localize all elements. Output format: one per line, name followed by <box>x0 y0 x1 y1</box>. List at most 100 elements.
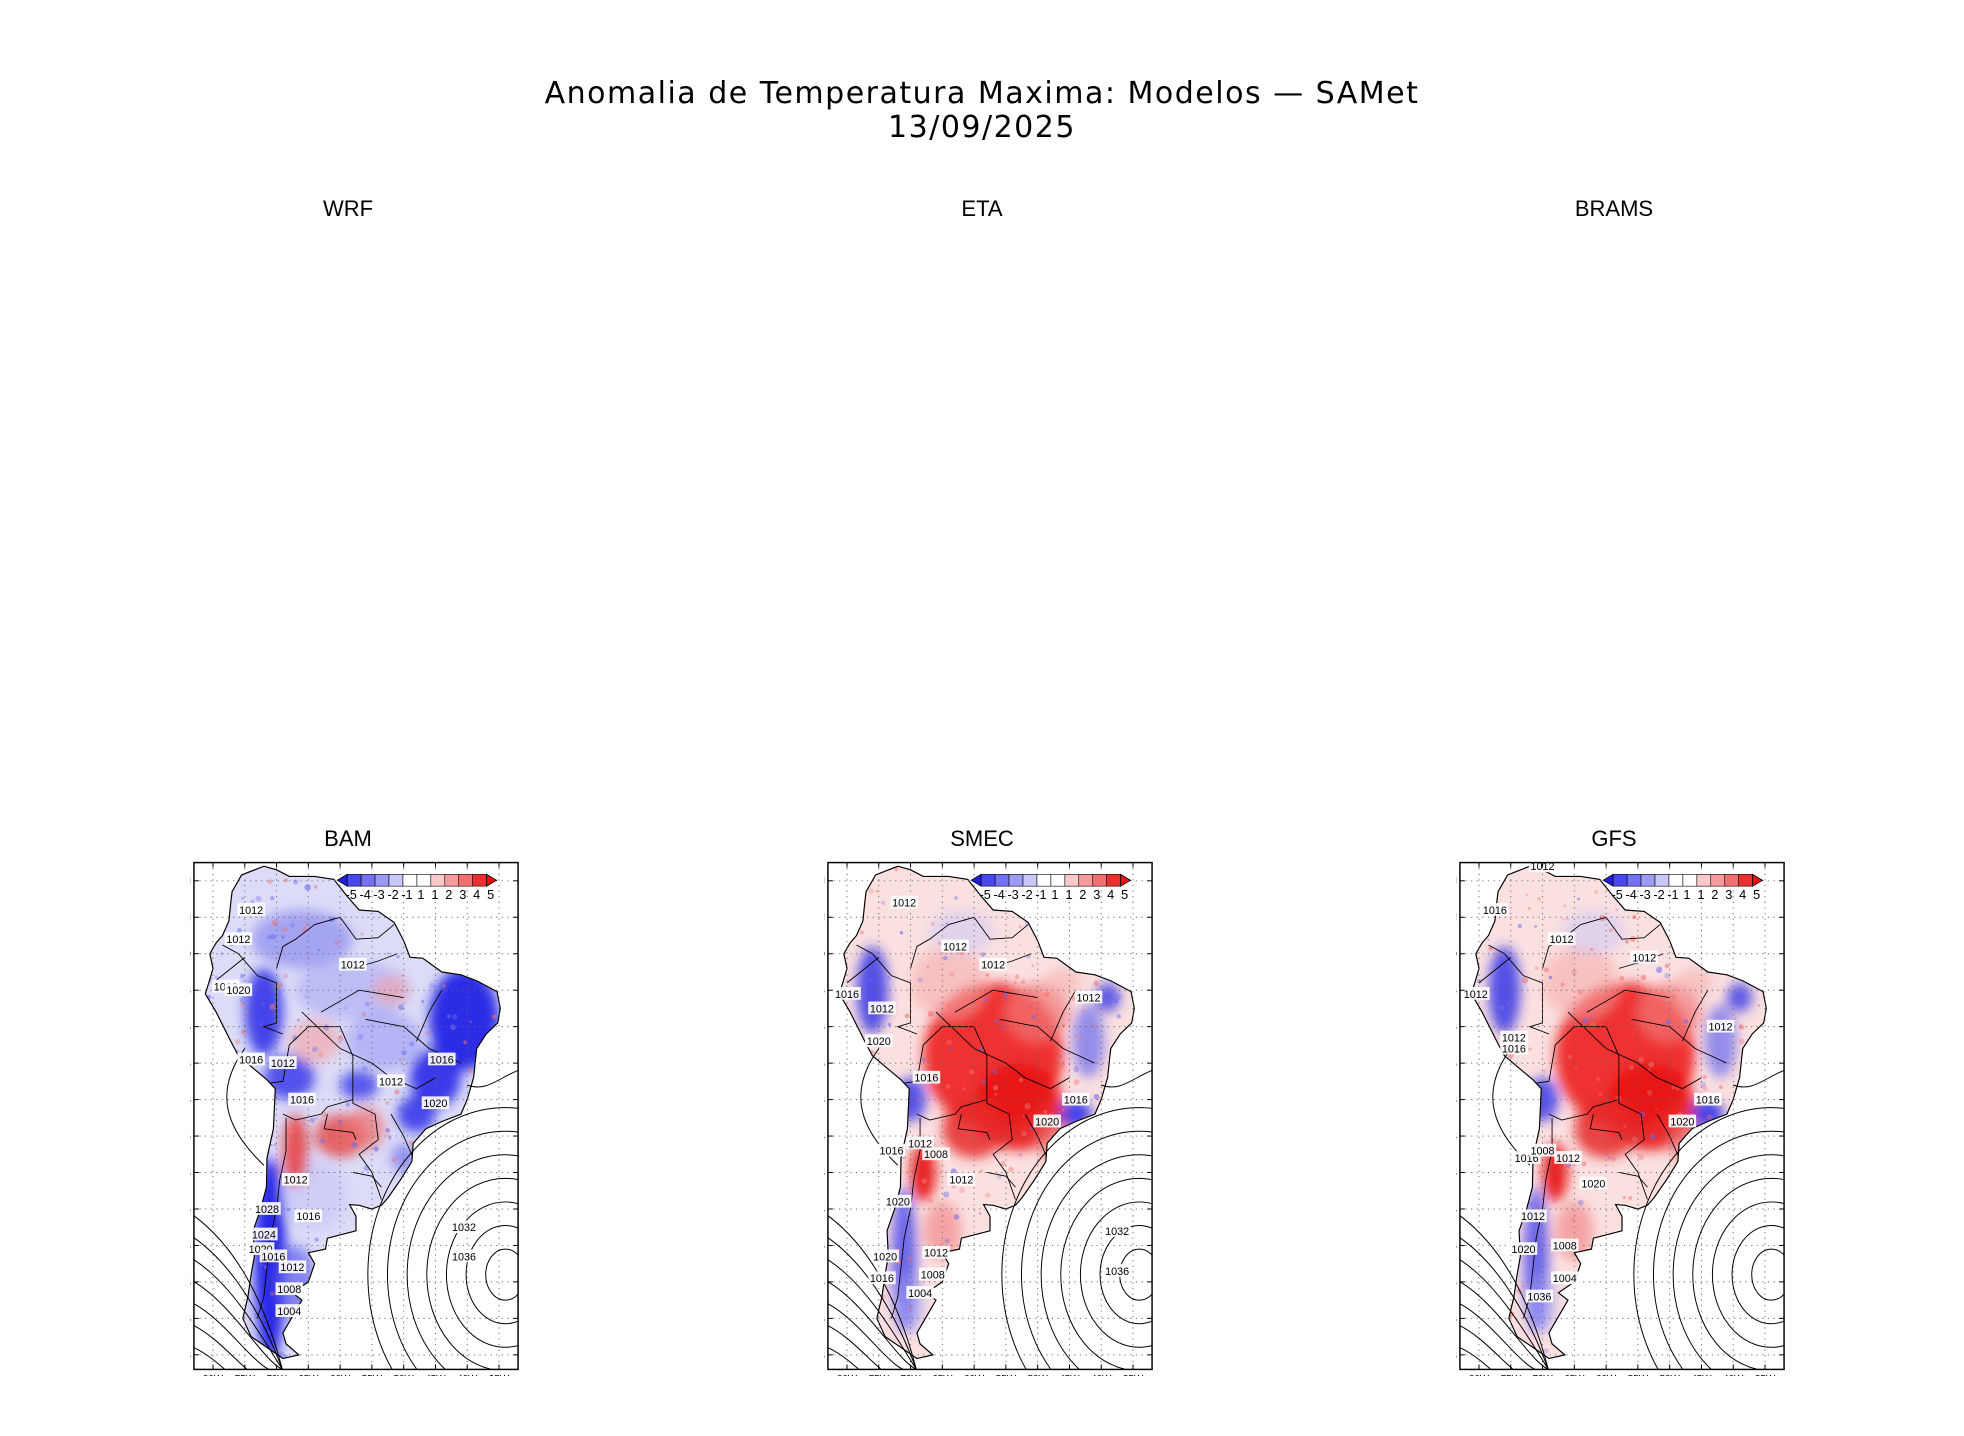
anomaly-patch <box>1637 982 1702 1042</box>
lat-tick-label: 35S <box>1456 1204 1457 1215</box>
lat-tick-label: 30S <box>1456 1168 1457 1179</box>
colorbar-swatch <box>388 874 404 887</box>
contour-label: 1032 <box>452 1222 476 1234</box>
colorbar-label: 5 <box>487 887 494 902</box>
anomaly-patch <box>1574 1099 1638 1158</box>
contour-label: 1016 <box>239 1054 263 1066</box>
contour-label: 1012 <box>981 960 1005 972</box>
contour-label: 1004 <box>277 1306 301 1318</box>
colorbar-swatch <box>1738 874 1753 887</box>
colorbar-label: 3 <box>1093 887 1100 902</box>
colorbar-label: 1 <box>1065 887 1072 902</box>
contour-label: 1008 <box>1553 1240 1577 1252</box>
pressure-contours <box>827 1048 1153 1370</box>
contour-label: 1016 <box>261 1251 285 1263</box>
colorbar-swatch <box>1710 874 1726 887</box>
map-panel-gfs: 1012 1016 1012 1012 1012 1012 1016 1012 1016 1020… <box>1456 856 1788 1376</box>
lat-tick-label: 45S <box>1456 1277 1457 1288</box>
colorbar-label: 2 <box>1711 887 1718 902</box>
lat-tick-label: 10S <box>190 1022 191 1033</box>
contour-label: 1020 <box>1581 1178 1605 1190</box>
colorbar-label: -3 <box>1639 887 1650 902</box>
colorbar-label: 1 <box>431 887 438 902</box>
colorbar-label: 4 <box>473 887 480 902</box>
contour-label: 1012 <box>1632 952 1656 964</box>
main-date: 13/09/2025 <box>888 110 1076 145</box>
contour-label: 1012 <box>239 905 263 917</box>
anomaly-patch <box>1529 1274 1556 1333</box>
contour-label: 1012 <box>1521 1211 1545 1223</box>
lat-tick-label: 5S <box>190 986 191 997</box>
map-svg: 1012101610121012101210121016101210161020… <box>1456 859 1785 1376</box>
contour-label: 1016 <box>1696 1095 1720 1107</box>
panel-title-wrf: WRF <box>322 196 374 221</box>
anomaly-field <box>839 866 1135 1359</box>
anomaly-patch <box>1044 968 1083 998</box>
map-title-gfs: GFS <box>1591 826 1637 851</box>
colorbar-label: -3 <box>1007 887 1018 902</box>
colorbar-arrow-right <box>1752 873 1764 887</box>
lon-tick-label: 75W <box>869 1374 890 1376</box>
lat-tick-label: 15S <box>1456 1059 1457 1070</box>
contour-label: 1036 <box>452 1251 476 1263</box>
contour-label: 1016 <box>430 1054 454 1066</box>
colorbar-label: 4 <box>1107 887 1114 902</box>
colorbar-label: 1 <box>417 887 424 902</box>
contour-label: 1012 <box>949 1175 973 1187</box>
colorbar: -5 -4 -3 -2 -1 1 1 2 3 4 5 <box>1602 873 1764 902</box>
lon-tick-label: 55W <box>996 1374 1017 1376</box>
colorbar-swatch <box>1654 874 1670 887</box>
lon-tick-label: 75W <box>1501 1374 1522 1376</box>
coastline <box>1470 865 1767 1360</box>
contour-label: 1012 <box>271 1058 295 1070</box>
contour-label: 1020 <box>886 1197 910 1209</box>
colorbar-swatch <box>430 874 446 887</box>
colorbar-label: 3 <box>459 887 466 902</box>
lon-tick-label: 35W <box>489 1374 510 1376</box>
lat-tick-label: EQ <box>824 949 825 960</box>
contour-label: 1004 <box>1553 1273 1577 1285</box>
lon-tick-label: 40W <box>1091 1374 1112 1376</box>
map-panel-smec: 1012 1012 1012 1016 1012 1020 1016 1012 1016 1020… <box>824 856 1156 1376</box>
contour-labels: 1012101610121012101210121016101210161020… <box>1462 859 1735 1303</box>
lat-tick-label: 10N <box>1456 876 1457 887</box>
lat-tick-label: EQ <box>190 949 191 960</box>
lat-tick-label: 5S <box>1456 986 1457 997</box>
contour-label: 1012 <box>379 1076 403 1088</box>
colorbar-label: -2 <box>1653 887 1664 902</box>
lat-tick-label: 20S <box>1456 1095 1457 1106</box>
map-title-smec: SMEC <box>950 826 1014 851</box>
lat-tick-label: 5S <box>824 986 825 997</box>
lon-tick-label: 70W <box>266 1374 287 1376</box>
colorbar-swatch <box>1668 874 1684 887</box>
contour-label: 1016 <box>914 1073 938 1085</box>
lat-tick-label: 25S <box>824 1131 825 1142</box>
lon-tick-label: 35W <box>1755 1374 1776 1376</box>
lon-tick-label: 65W <box>298 1374 319 1376</box>
anomaly-patch <box>1072 1004 1105 1078</box>
colorbar-label: -4 <box>1625 887 1636 902</box>
colorbar-label: -4 <box>993 887 1004 902</box>
contour-label: 1020 <box>1035 1116 1059 1128</box>
colorbar-swatch <box>360 874 376 887</box>
contour-label: 1012 <box>284 1175 308 1187</box>
lon-tick-label: 50W <box>1660 1374 1681 1376</box>
colorbar-label: -5 <box>346 887 357 902</box>
contour-label: 1024 <box>252 1229 276 1241</box>
lat-tick-label: 5N <box>824 913 825 924</box>
colorbar-arrow-right <box>486 873 498 887</box>
lon-tick-label: 55W <box>362 1374 383 1376</box>
contour-label: 1012 <box>280 1262 304 1274</box>
colorbar-arrow-right <box>1120 873 1132 887</box>
lon-tick-label: 60W <box>1596 1374 1617 1376</box>
map-svg: 1012101210121020101210161012101610121016… <box>190 861 519 1376</box>
lat-tick-label: 25S <box>1456 1131 1457 1142</box>
lon-tick-label: 60W <box>964 1374 985 1376</box>
panel-title-eta: ETA <box>961 196 1003 221</box>
contour-labels: 1012 1012 1012 1016 1012 1020 1016 1012 1016 1020… <box>833 895 1131 1300</box>
colorbar-swatch <box>458 874 473 887</box>
colorbar-swatch <box>1696 874 1712 887</box>
colorbar-swatch <box>1106 874 1121 887</box>
lon-tick-label: 45W <box>1059 1374 1080 1376</box>
coastline <box>838 865 1135 1360</box>
